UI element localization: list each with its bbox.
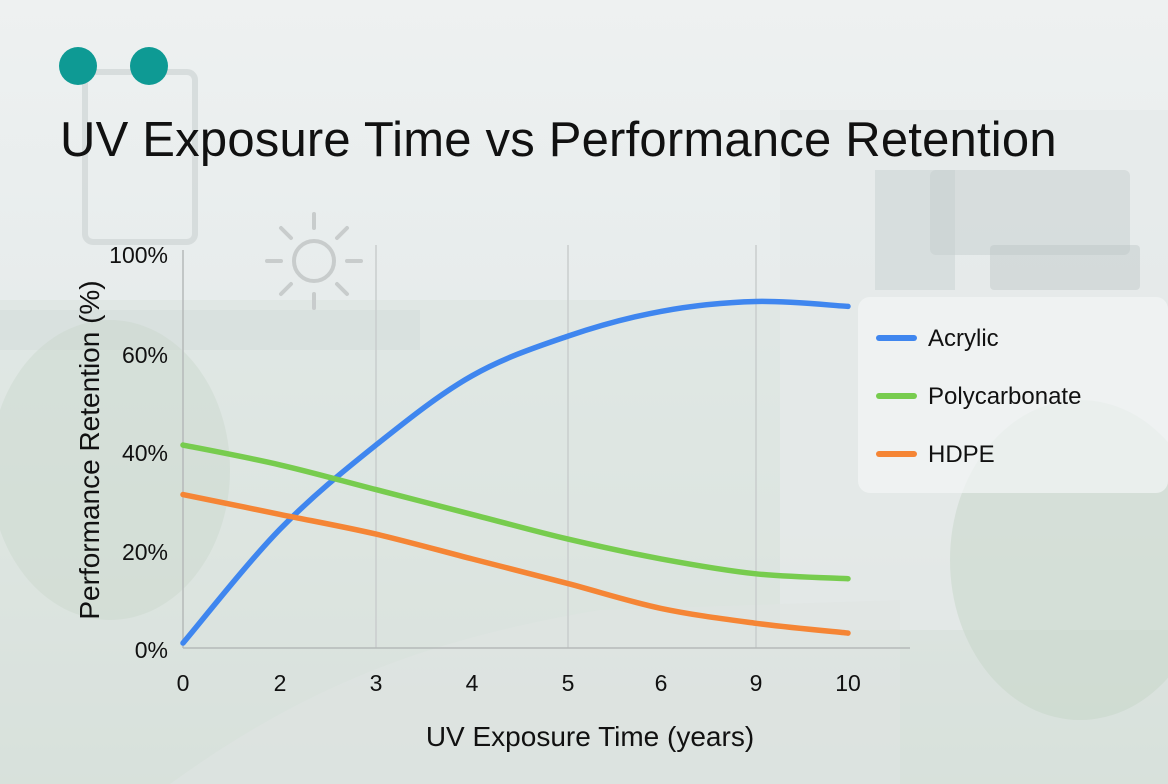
x-tick-label: 0 [177,670,190,696]
series-line-hdpe [180,491,851,636]
series-line-acrylic [180,298,851,646]
x-tick-labels: 0 2 3 4 5 6 9 10 [177,670,861,696]
background-roof [0,310,420,350]
background-sign-small [990,245,1140,290]
y-tick-label: 60% [122,342,168,368]
chart-title: UV Exposure Time vs Performance Retentio… [60,113,1057,167]
x-tick-label: 5 [562,670,575,696]
y-axis-label: Performance Retention (%) [74,280,105,619]
accent-dot [130,47,168,85]
y-tick-label: 40% [122,440,168,466]
legend-box [858,297,1168,493]
x-tick-label: 9 [750,670,763,696]
legend-label-polycarbonate: Polycarbonate [928,383,1081,410]
y-tick-label: 0% [135,637,168,663]
background-sign [930,170,1130,255]
accent-dot [59,47,97,85]
legend: Acrylic Polycarbonate HDPE [876,325,1081,468]
series-lines [180,298,851,646]
series-line-polycarbonate [180,442,851,582]
x-tick-label: 3 [370,670,383,696]
x-tick-label: 6 [655,670,668,696]
y-tick-label: 20% [122,539,168,565]
background-window [875,170,955,290]
y-tick-labels: 0% 20% 40% 60% 100% [109,242,168,663]
sun-icon [265,212,363,310]
x-axis-label: UV Exposure Time (years) [426,721,754,752]
legend-label-acrylic: Acrylic [928,325,999,352]
background-tree [0,320,230,620]
legend-label-hdpe: HDPE [928,441,995,468]
x-tick-label: 4 [466,670,479,696]
background-road [170,600,900,784]
x-tick-label: 10 [835,670,861,696]
y-tick-label: 100% [109,242,168,268]
x-tick-label: 2 [274,670,287,696]
